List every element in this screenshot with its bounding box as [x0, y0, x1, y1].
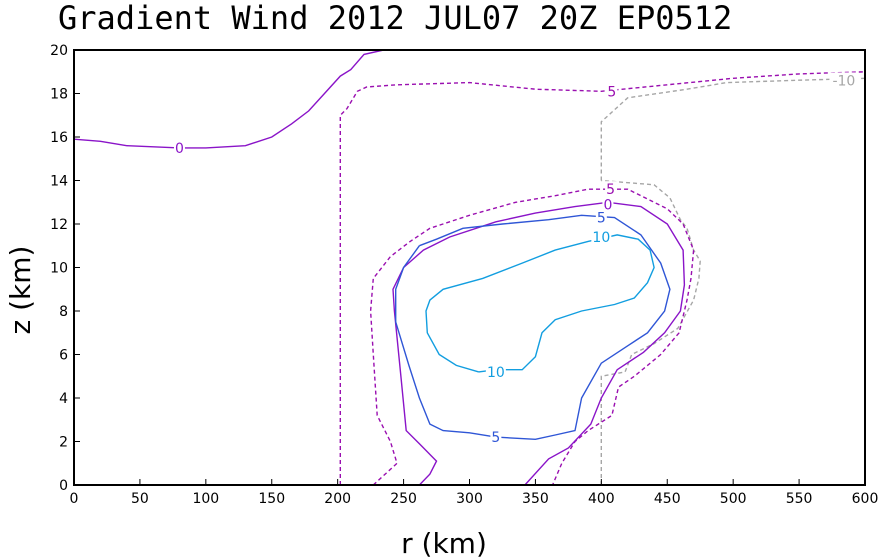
x-tick-label: 50	[131, 491, 149, 507]
contour-line-7	[425, 234, 655, 373]
contour-label: 10	[487, 365, 505, 381]
contour-label: -10	[832, 73, 855, 89]
contour-line-4	[73, 49, 384, 149]
y-axis-label: z (km)	[4, 246, 37, 335]
x-tick-label: 500	[720, 491, 747, 507]
x-axis-label: r (km)	[401, 527, 487, 560]
contour-label: 0	[175, 141, 184, 157]
contour-label-bg	[490, 429, 502, 446]
y-axis-ticks: 0 2 4 6 8 10 12 14 16 18 20	[50, 43, 80, 494]
contour-line-2	[339, 71, 866, 485]
contour-line-1	[600, 77, 866, 181]
x-tick-label: 550	[786, 491, 813, 507]
y-tick-label: 10	[50, 261, 68, 277]
plot-frame	[73, 49, 866, 486]
y-tick-label: 8	[59, 304, 68, 320]
contour-label-bg	[605, 181, 617, 198]
x-tick-label: 350	[522, 491, 549, 507]
x-tick-label: 300	[456, 491, 483, 507]
x-axis-ticks: 0 50 100 150 200 250 300 350 400 450 500 550 600	[70, 479, 879, 507]
contour-label-bg	[595, 209, 607, 226]
y-tick-label: 20	[50, 43, 68, 59]
contour-label-bg	[602, 196, 614, 213]
contour-label-bg	[485, 363, 506, 380]
y-tick-label: 12	[50, 217, 68, 233]
contour-label-bg	[173, 139, 185, 156]
contour-line-5	[392, 201, 686, 486]
contour-line-0	[600, 179, 701, 485]
y-tick-label: 6	[59, 348, 68, 364]
x-tick-label: 400	[588, 491, 615, 507]
y-tick-label: 2	[59, 435, 68, 451]
contour-label: 10	[592, 230, 610, 246]
x-tick-label: 250	[390, 491, 417, 507]
contour-label: 5	[607, 84, 616, 100]
y-tick-label: 4	[59, 391, 68, 407]
x-tick-label: 200	[324, 491, 351, 507]
chart-title: Gradient Wind 2012 JUL07 20Z EP0512	[58, 0, 732, 37]
y-tick-label: 18	[50, 87, 68, 103]
y-tick-label: 16	[50, 130, 68, 146]
contour-line-6	[395, 214, 671, 441]
contour-label-bg	[606, 83, 618, 100]
contour-layer	[73, 49, 866, 486]
contour-label: 5	[491, 430, 500, 446]
y-tick-label: 14	[50, 174, 68, 190]
y-tick-label: 0	[59, 478, 68, 494]
x-tick-label: 600	[852, 491, 879, 507]
contour-label: 0	[603, 197, 612, 213]
contour-label: 5	[606, 182, 615, 198]
contour-line-3	[369, 188, 695, 486]
x-tick-label: 0	[70, 491, 79, 507]
x-tick-label: 450	[654, 491, 681, 507]
contour-label-bg	[591, 229, 612, 246]
x-tick-label: 150	[258, 491, 285, 507]
contour-label-bg	[829, 72, 859, 89]
contour-label: 5	[597, 210, 606, 226]
x-tick-label: 100	[192, 491, 219, 507]
